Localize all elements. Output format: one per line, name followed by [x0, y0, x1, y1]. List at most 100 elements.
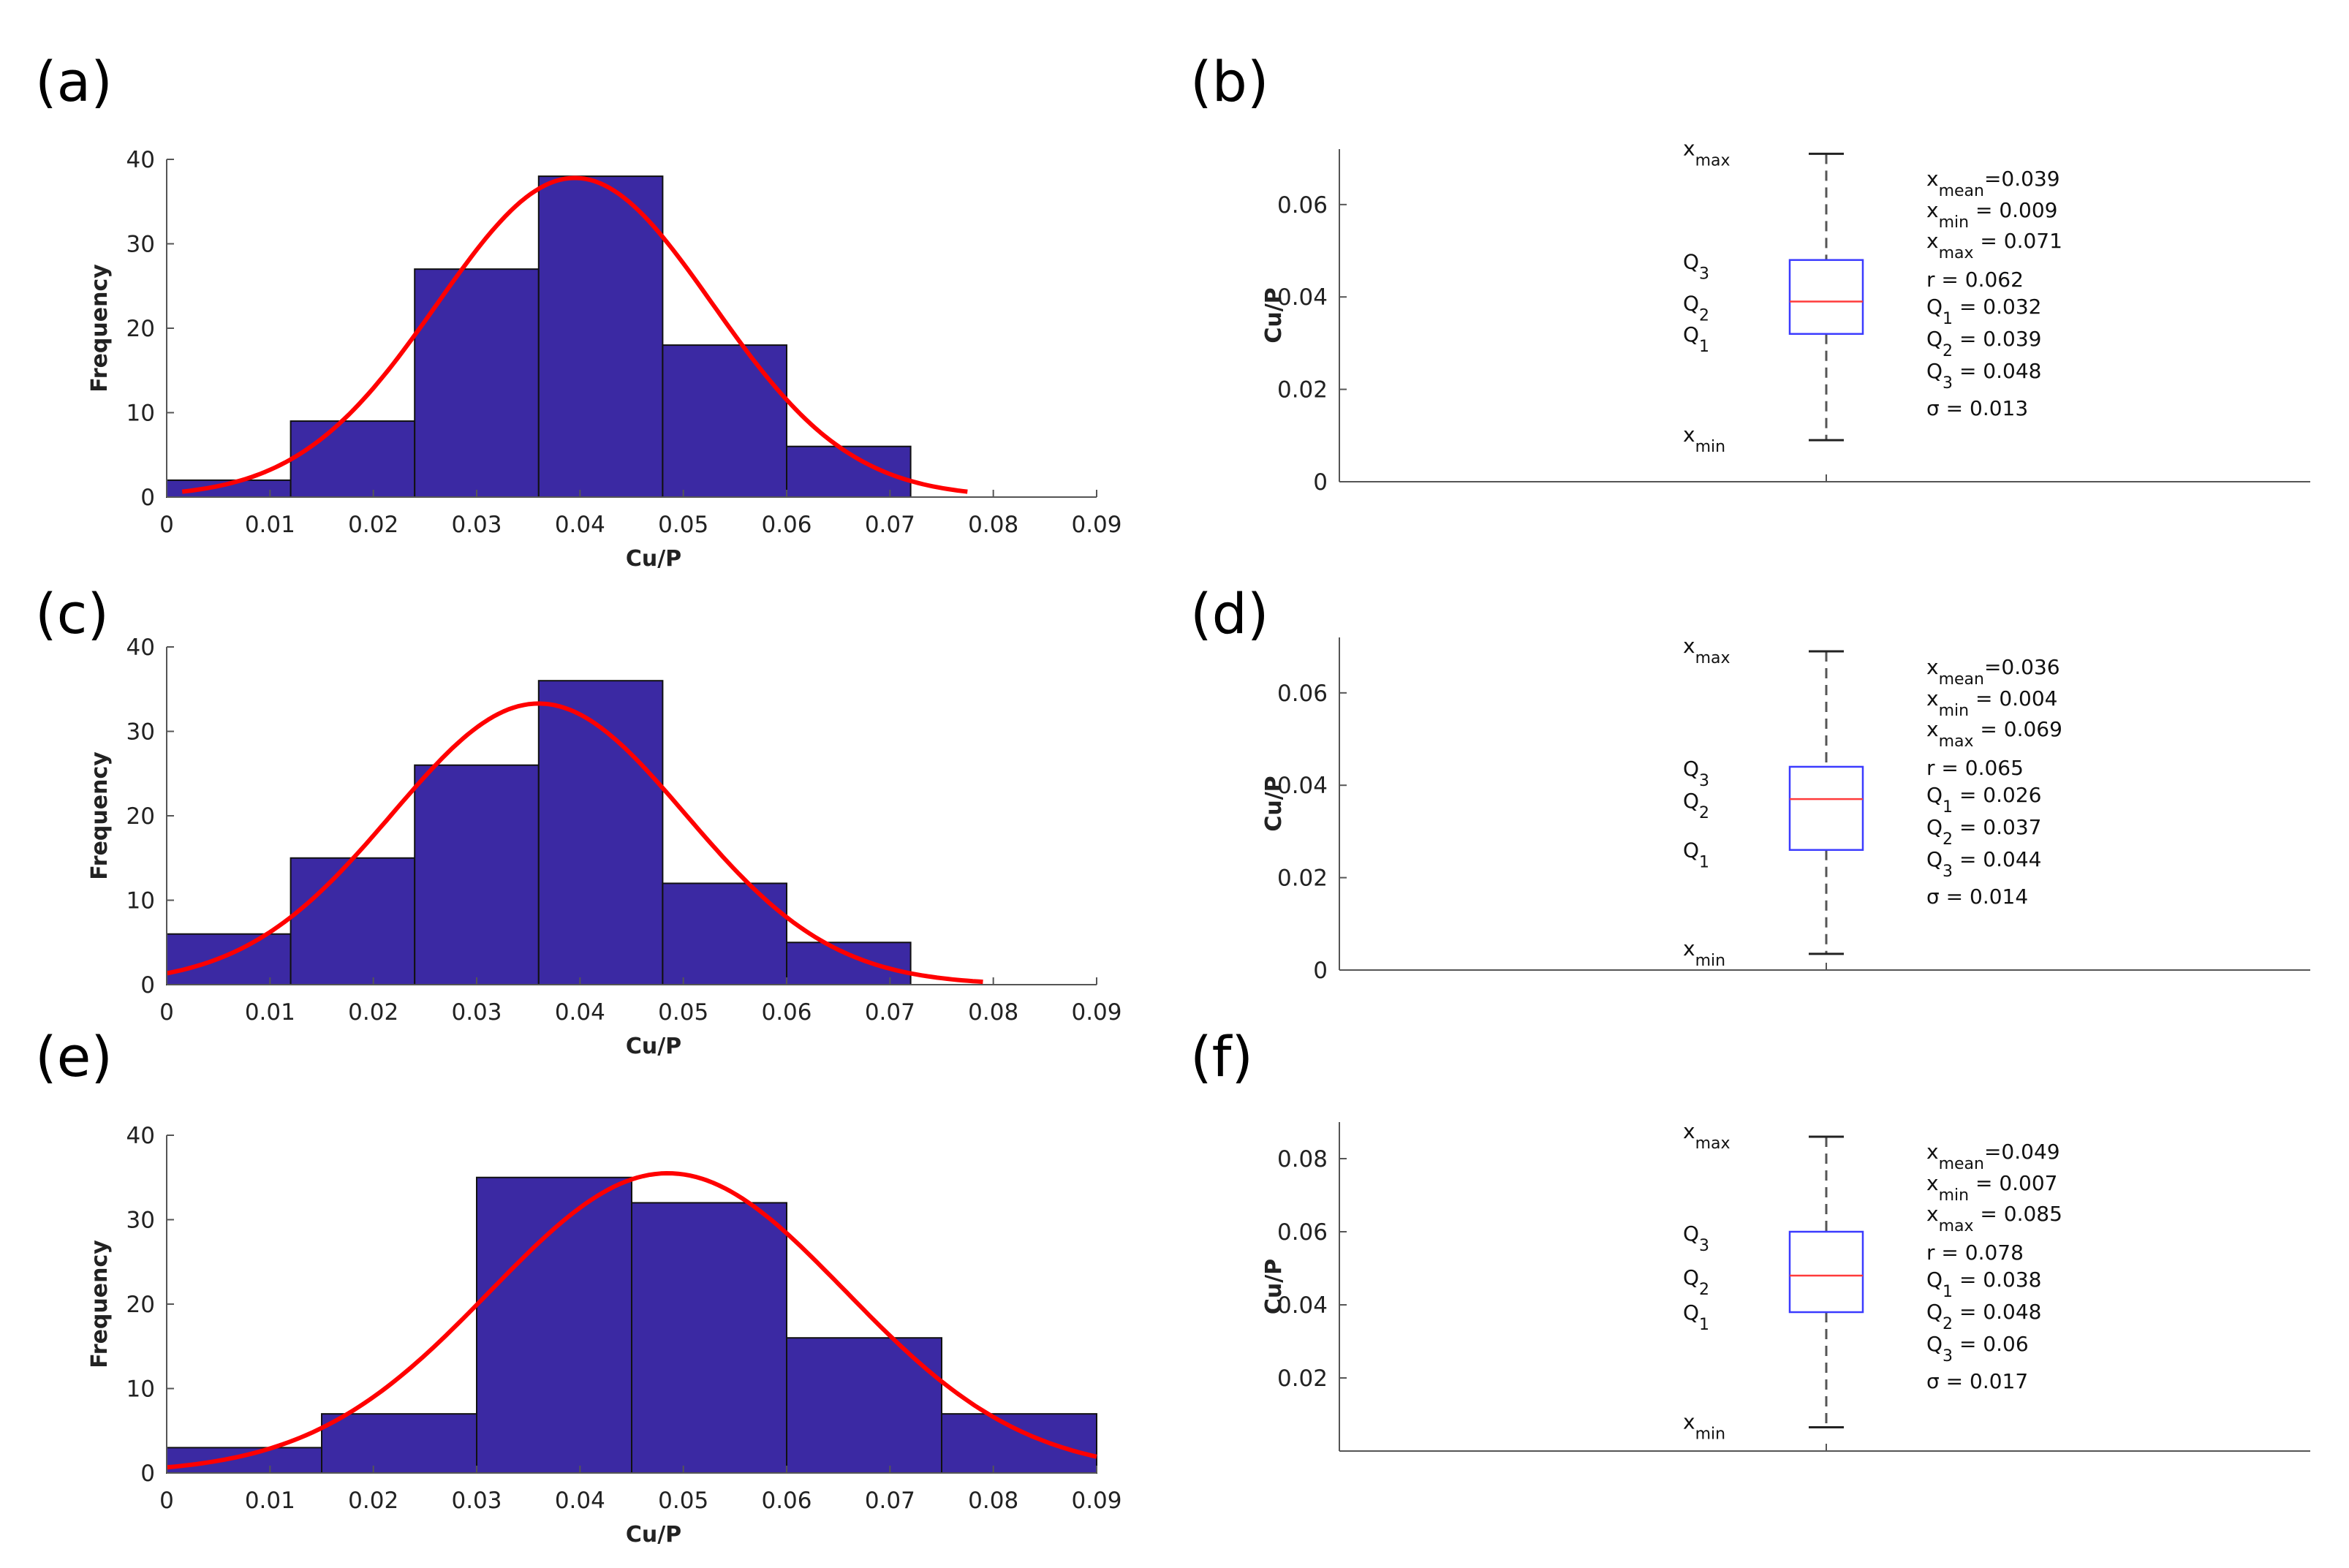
- stat-side-label: xmax: [1683, 136, 1730, 170]
- x-tick-label: 0.08: [968, 1488, 1018, 1514]
- histogram-bar: [537, 680, 664, 985]
- y-axis-label: Frequency: [87, 751, 113, 880]
- stat-annotation: xmin = 0.007: [1926, 1171, 2058, 1205]
- histogram-c: 0 0.01 0.02 0.03 0.04 0.05 0.06 0.07 0.08 0.09 0 10…: [87, 635, 1122, 1059]
- stat-annotation: xmin = 0.009: [1926, 198, 2058, 232]
- y-tick-label: 10: [126, 1376, 155, 1403]
- histogram-bar: [290, 420, 416, 498]
- y-tick-label: 30: [126, 719, 155, 746]
- x-tick-label: 0.06: [761, 512, 812, 538]
- histogram-bar: [166, 1447, 322, 1474]
- y-axis-label: Cu/P: [1261, 287, 1287, 343]
- histogram-bar: [476, 1176, 632, 1474]
- stat-annotation: σ = 0.013: [1926, 396, 2028, 420]
- stat-side-label: xmin: [1683, 1410, 1725, 1444]
- x-tick-label: 0.03: [451, 1488, 502, 1514]
- stat-annotation: Q2 = 0.037: [1926, 815, 2041, 849]
- stat-annotation: Q1 = 0.026: [1926, 783, 2041, 817]
- y-tick-label: 10: [126, 888, 155, 914]
- y-tick-label: 40: [126, 635, 155, 661]
- histogram-bar: [662, 344, 788, 498]
- normal-fit-curve: [166, 1171, 1097, 1470]
- stat-annotation: Q1 = 0.038: [1926, 1268, 2041, 1301]
- stat-side-label: Q1: [1683, 1300, 1709, 1334]
- stat-side-label: Q3: [1683, 250, 1709, 284]
- stat-side-label: Q2: [1683, 292, 1709, 325]
- x-tick-label: 0.05: [658, 512, 708, 538]
- histogram-a: 0 0.01 0.02 0.03 0.04 0.05 0.06 0.07 0.08 0.09 0 10…: [87, 147, 1122, 572]
- histogram-e: 0 0.01 0.02 0.03 0.04 0.05 0.06 0.07 0.08 0.09 0 10…: [87, 1123, 1122, 1548]
- stat-annotation: xmax = 0.085: [1926, 1202, 2062, 1235]
- histogram-bar: [631, 1202, 787, 1474]
- y-tick-label: 0.04: [1277, 284, 1328, 311]
- x-tick-label: 0.02: [348, 999, 398, 1026]
- y-tick-label: 0.04: [1277, 773, 1328, 799]
- x-tick-label: 0.06: [761, 1488, 812, 1514]
- stat-annotation: xmax = 0.069: [1926, 717, 2062, 751]
- y-tick-label: 0.06: [1277, 681, 1328, 707]
- y-tick-label: 20: [126, 316, 155, 342]
- x-tick-label: 0: [159, 1488, 174, 1514]
- stat-side-label: Q1: [1683, 838, 1709, 872]
- histogram-bar: [290, 857, 416, 985]
- panel-label-e: (e): [35, 1024, 113, 1089]
- y-axis-label: Cu/P: [1261, 1259, 1287, 1314]
- x-tick-label: 0.01: [245, 1488, 295, 1514]
- x-tick-label: 0.04: [555, 1488, 605, 1514]
- x-axis-label: Cu/P: [626, 1034, 681, 1059]
- stat-annotation: xmean=0.049: [1926, 1140, 2060, 1173]
- stat-annotation: xmin = 0.004: [1926, 686, 2058, 720]
- y-tick-label: 0.08: [1277, 1146, 1328, 1173]
- panel-label-b: (b): [1190, 49, 1269, 114]
- x-axis-label: Cu/P: [626, 1522, 681, 1548]
- y-axis-label: Cu/P: [1261, 776, 1287, 831]
- stat-annotation: Q3 = 0.044: [1926, 847, 2041, 881]
- x-tick-label: 0.03: [451, 999, 502, 1026]
- y-tick-label: 40: [126, 147, 155, 173]
- y-tick-label: 0: [140, 485, 155, 511]
- x-tick-label: 0.09: [1071, 999, 1121, 1026]
- y-tick-label: 30: [126, 1208, 155, 1234]
- x-tick-label: 0.03: [451, 512, 502, 538]
- histogram-bar: [786, 942, 912, 985]
- x-tick-label: 0.09: [1071, 512, 1121, 538]
- stat-annotation: σ = 0.014: [1926, 885, 2028, 909]
- x-tick-label: 0.06: [761, 999, 812, 1026]
- y-tick-label: 10: [126, 401, 155, 427]
- stat-annotation: Q2 = 0.048: [1926, 1300, 2041, 1333]
- panel-label-c: (c): [35, 581, 109, 646]
- stat-annotation: σ = 0.017: [1926, 1369, 2028, 1393]
- y-tick-label: 0.02: [1277, 866, 1328, 892]
- histogram-bar: [321, 1413, 477, 1474]
- y-tick-label: 0: [1313, 958, 1328, 984]
- x-tick-label: 0.02: [348, 512, 398, 538]
- stat-annotation: r = 0.078: [1926, 1241, 2024, 1265]
- x-tick-label: 0.01: [245, 999, 295, 1026]
- x-tick-label: 0.07: [865, 512, 915, 538]
- stat-annotation: xmax = 0.071: [1926, 229, 2062, 262]
- x-tick-label: 0.05: [658, 999, 708, 1026]
- x-tick-label: 0.08: [968, 512, 1018, 538]
- y-tick-label: 0.04: [1277, 1292, 1328, 1319]
- x-tick-label: 0.04: [555, 512, 605, 538]
- x-tick-label: 0.07: [865, 999, 915, 1026]
- interquartile-box: [1788, 1230, 1864, 1314]
- histogram-bar: [662, 882, 788, 986]
- histogram-bar: [166, 933, 292, 985]
- stat-side-label: Q3: [1683, 757, 1709, 790]
- histogram-bar: [537, 175, 664, 498]
- panel-label-d: (d): [1190, 581, 1269, 646]
- y-axis-label: Frequency: [87, 1240, 113, 1368]
- normal-fit-curve: [166, 701, 983, 985]
- y-tick-label: 0: [1313, 469, 1328, 496]
- stat-side-label: Q1: [1683, 322, 1709, 356]
- y-tick-label: 40: [126, 1123, 155, 1149]
- normal-fit-curve: [181, 175, 968, 494]
- stat-annotation: Q3 = 0.06: [1926, 1332, 2029, 1366]
- x-tick-label: 0.04: [555, 999, 605, 1026]
- histogram-bar: [786, 1337, 942, 1474]
- x-tick-label: 0.02: [348, 1488, 398, 1514]
- stat-side-label: xmax: [1683, 1119, 1730, 1153]
